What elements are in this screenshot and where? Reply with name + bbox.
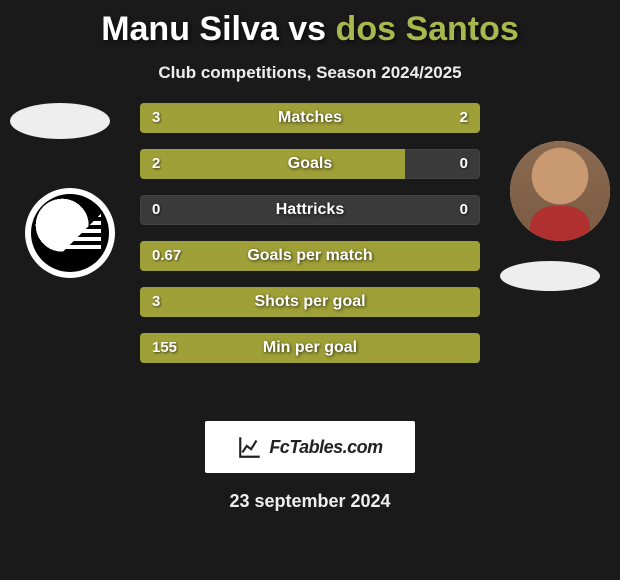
branding-text: FcTables.com [269,437,382,458]
stat-row: 3Shots per goal [140,287,480,317]
stat-label: Goals per match [140,241,480,271]
stat-rows: 32Matches 20Goals 00Hattricks 0.67Goals per… [140,103,480,379]
player2-club-crest [500,261,600,291]
player1-club-crest [25,188,115,278]
stat-row: 32Matches [140,103,480,133]
stat-label: Shots per goal [140,287,480,317]
comparison-stage: 32Matches20Goals00Hattricks0.67Goals per… [0,111,620,411]
subtitle: Club competitions, Season 2024/2025 [0,63,620,83]
player1-avatar [10,103,110,139]
stat-label: Matches [140,103,480,133]
stat-label: Hattricks [140,195,480,225]
vs-separator: vs [288,10,326,48]
stat-row: 0.67Goals per match [140,241,480,271]
player2-name: dos Santos [336,10,519,48]
chart-icon [237,434,263,460]
player1-name: Manu Silva [101,10,279,48]
stat-row: 155Min per goal [140,333,480,363]
comparison-title: Manu Silva vs dos Santos [0,0,620,49]
stat-row: 00Hattricks [140,195,480,225]
stat-label: Min per goal [140,333,480,363]
branding-badge: FcTables.com [205,421,415,473]
player2-avatar [510,141,610,241]
footer-date: 23 september 2024 [0,491,620,512]
stat-label: Goals [140,149,480,179]
stat-row: 20Goals [140,149,480,179]
